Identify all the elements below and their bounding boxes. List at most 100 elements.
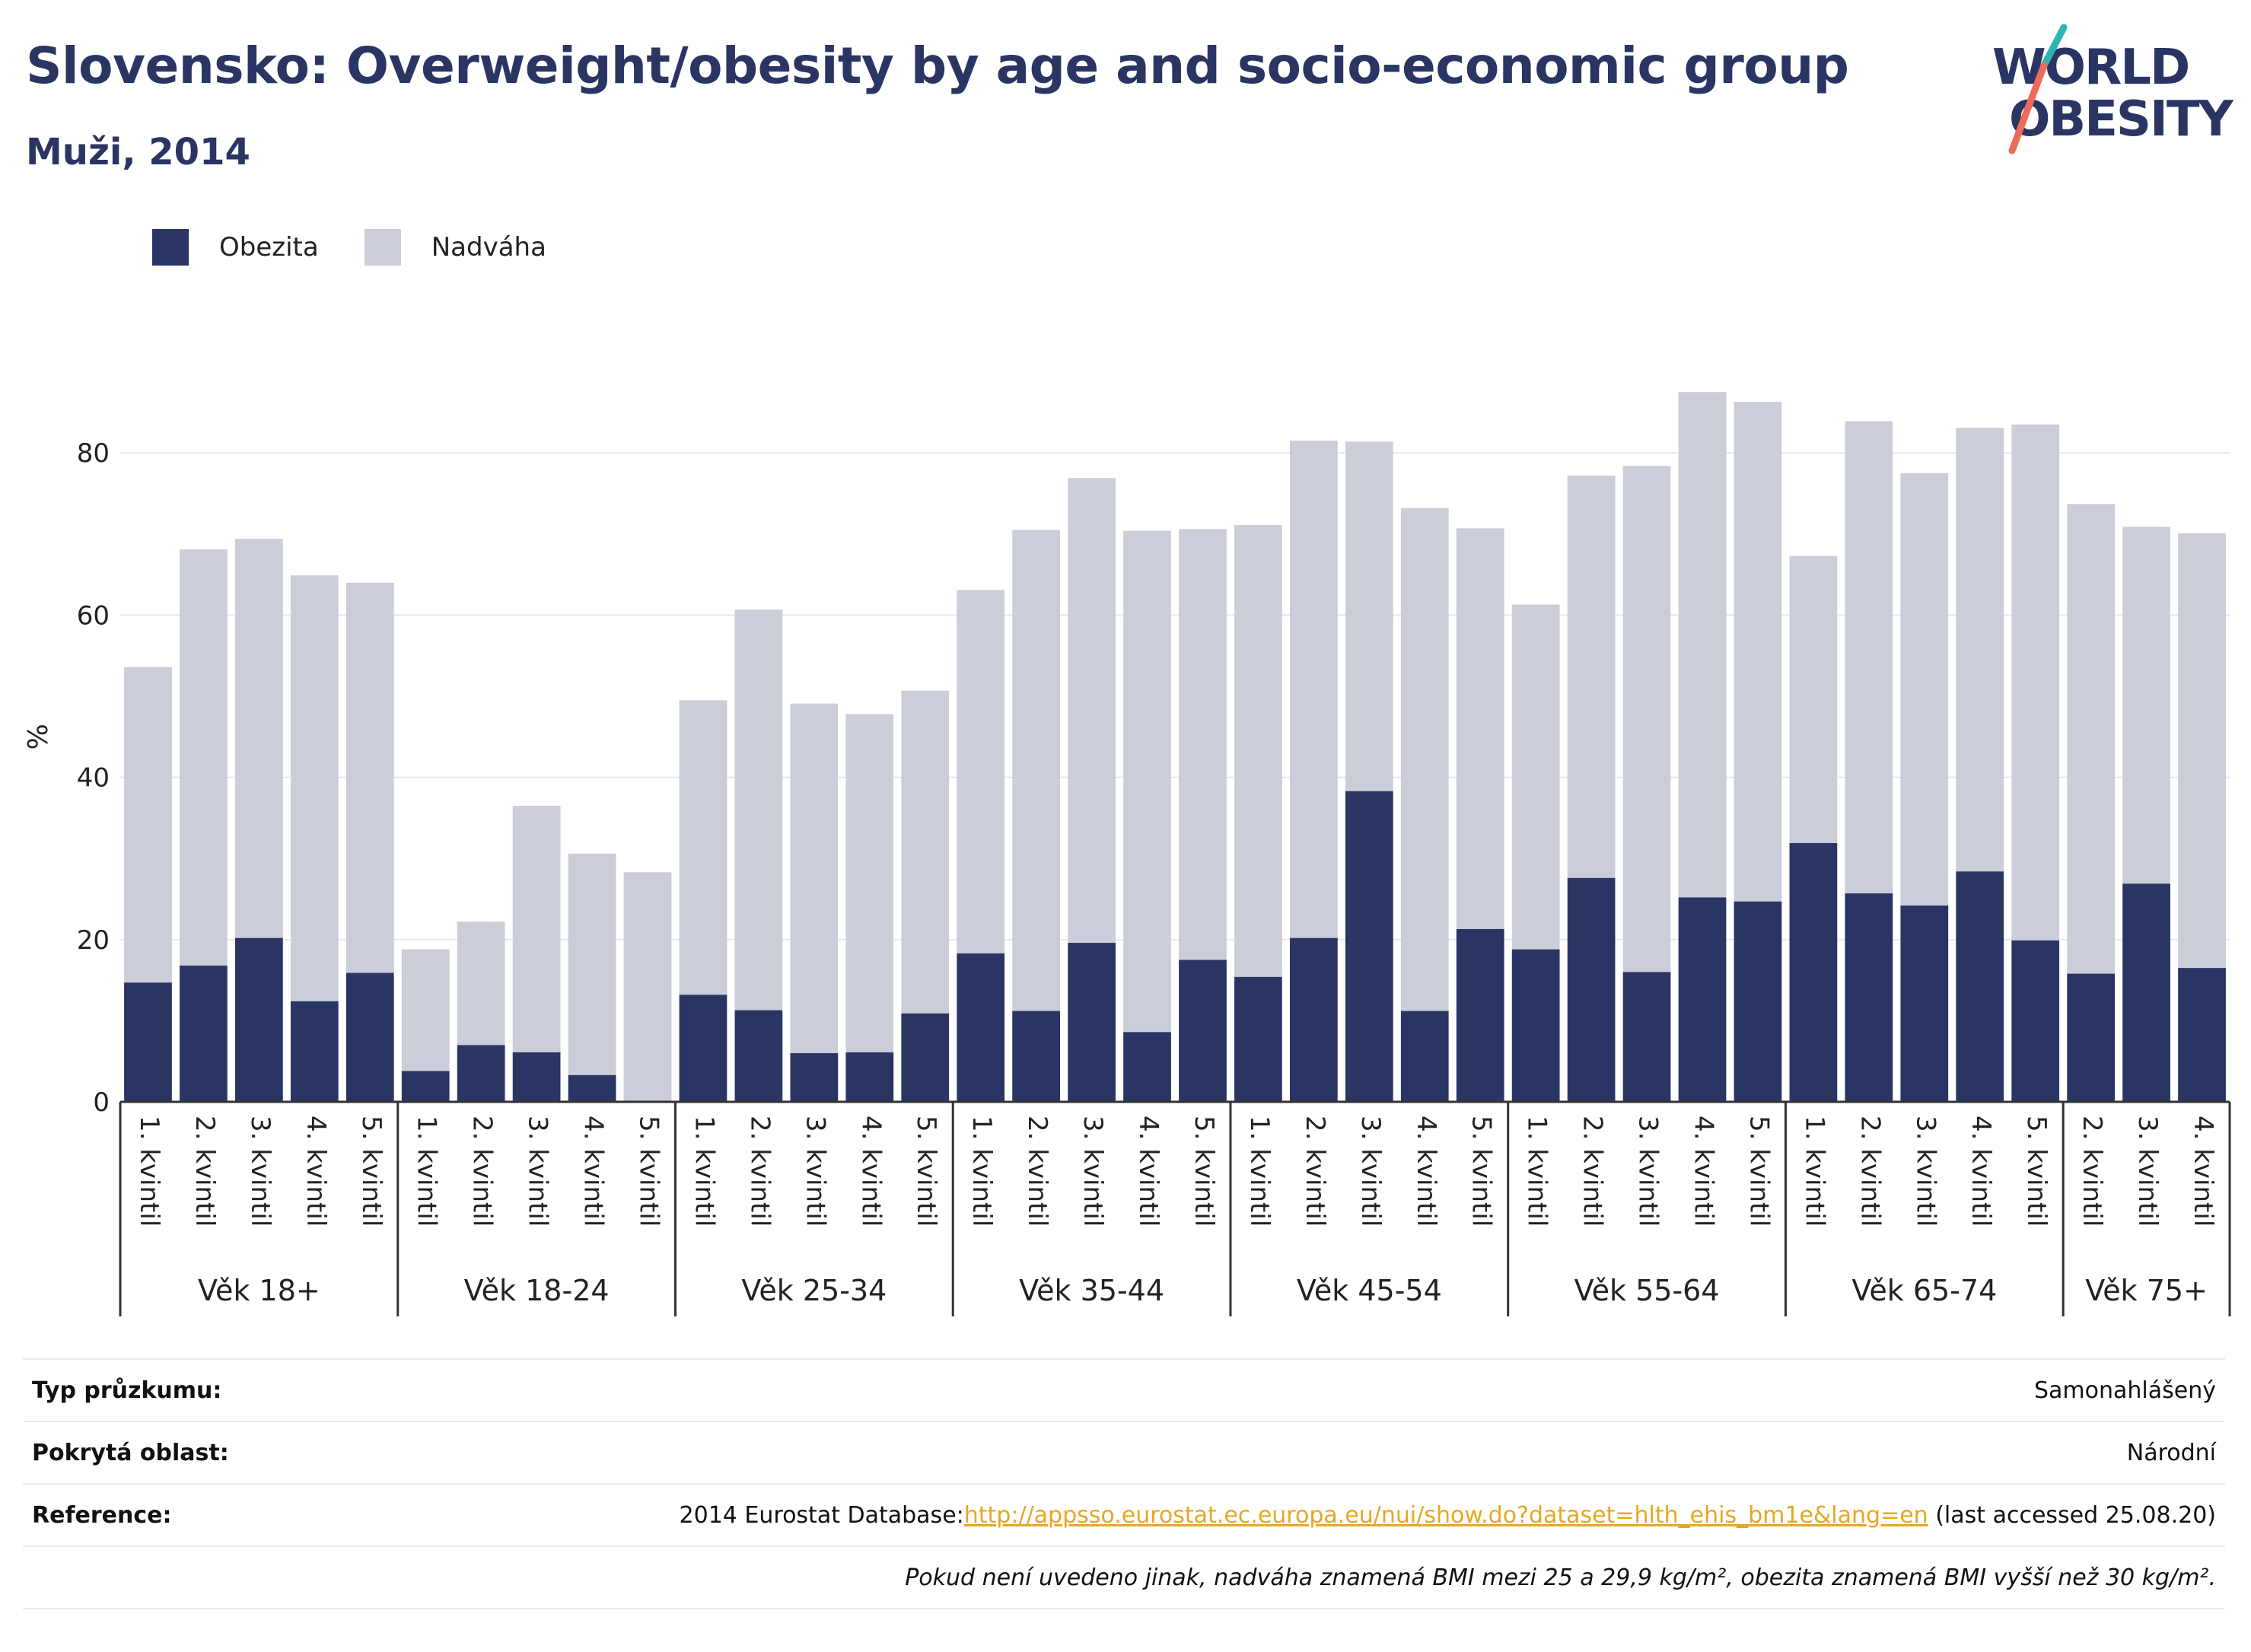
info-row-coverage: Pokrytá oblast: Národní <box>23 1421 2225 1484</box>
x-tick-label: 4. kvintil <box>1966 1116 1996 1227</box>
survey-type-value: Samonahlášený <box>290 1358 2225 1421</box>
y-tick-label: 80 <box>77 438 110 469</box>
group-label: Věk 65-74 <box>1851 1274 1997 1307</box>
bar-obesity <box>1456 928 1504 1102</box>
y-tick-label: 20 <box>77 925 110 956</box>
bar-obesity <box>512 1052 561 1102</box>
group-label: Věk 25-34 <box>741 1274 887 1307</box>
x-tick-label: 4. kvintil <box>578 1116 609 1227</box>
bar-obesity <box>1179 960 1227 1102</box>
legend-swatch-obesity <box>152 229 189 266</box>
legend-item-overweight[interactable]: Nadváha <box>364 229 546 266</box>
x-tick-label: 5. kvintil <box>634 1116 664 1227</box>
bar-obesity <box>124 982 172 1102</box>
bar-overweight <box>2122 527 2170 884</box>
bar-overweight <box>512 805 561 1052</box>
x-tick-label: 2. kvintil <box>189 1116 220 1227</box>
bar-overweight <box>1345 441 1393 791</box>
bar-overweight <box>1956 428 2004 872</box>
bar-obesity <box>845 1052 894 1102</box>
reference-suffix: (last accessed 25.08.20) <box>1928 1501 2216 1529</box>
x-tick-label: 5. kvintil <box>1743 1116 1774 1227</box>
x-tick-label: 5. kvintil <box>2021 1116 2052 1227</box>
info-table: Typ průzkumu: Samonahlášený Pokrytá obla… <box>23 1358 2225 1609</box>
x-tick-label: 1. kvintil <box>1799 1116 1829 1227</box>
bar-overweight <box>1234 525 1282 977</box>
bar-obesity <box>1789 842 1838 1102</box>
chart-legend: Obezita Nadváha <box>152 228 592 266</box>
bar-obesity <box>180 965 228 1102</box>
bar-overweight <box>1400 508 1449 1011</box>
bar-overweight <box>568 853 616 1075</box>
bar-overweight <box>1789 555 1838 843</box>
group-label: Věk 45-54 <box>1297 1274 1442 1307</box>
bar-obesity <box>1345 791 1393 1102</box>
bar-overweight <box>679 700 728 995</box>
bar-overweight <box>124 667 172 983</box>
x-tick-label: 1. kvintil <box>412 1116 442 1227</box>
bar-overweight <box>2011 424 2060 941</box>
x-tick-label: 2. kvintil <box>1022 1116 1052 1227</box>
bar-obesity <box>568 1074 616 1102</box>
bar-overweight <box>180 549 228 966</box>
survey-type-label: Typ průzkumu: <box>23 1358 291 1421</box>
x-tick-label: 4. kvintil <box>1133 1116 1164 1227</box>
bar-obesity <box>1845 893 1893 1102</box>
bar-overweight <box>1456 528 1504 929</box>
bar-overweight <box>401 949 450 1071</box>
logo-line2: OBESITY <box>2009 91 2233 148</box>
bar-obesity <box>1734 901 1782 1102</box>
bar-overweight <box>957 590 1005 953</box>
x-tick-label: 3. kvintil <box>245 1116 275 1227</box>
info-row-survey-type: Typ průzkumu: Samonahlášený <box>23 1358 2225 1421</box>
x-tick-label: 3. kvintil <box>2132 1116 2163 1227</box>
x-tick-label: 3. kvintil <box>800 1116 830 1227</box>
bar-overweight <box>1734 402 1782 902</box>
bar-overweight <box>1845 421 1893 894</box>
bar-obesity <box>734 1010 783 1102</box>
bar-obesity <box>901 1013 950 1102</box>
info-row-reference: Reference: 2014 Eurostat Database:http:/… <box>23 1483 2225 1546</box>
reference-value: 2014 Eurostat Database:http://appsso.eur… <box>290 1483 2225 1546</box>
bar-overweight <box>1678 392 1727 898</box>
bar-obesity <box>2011 940 2060 1102</box>
bar-obesity <box>345 972 394 1102</box>
bar-overweight <box>2067 504 2115 974</box>
bar-obesity <box>1012 1011 1060 1102</box>
bar-obesity <box>2122 883 2170 1102</box>
legend-label-obesity: Obezita <box>219 232 319 263</box>
x-tick-label: 2. kvintil <box>2077 1116 2107 1227</box>
x-tick-label: 3. kvintil <box>523 1116 553 1227</box>
bar-overweight <box>1068 478 1116 944</box>
logo-line1: WORLD <box>1992 40 2189 96</box>
bar-obesity <box>1956 871 2004 1102</box>
group-label: Věk 55-64 <box>1574 1274 1720 1307</box>
bar-overweight <box>901 690 950 1014</box>
x-tick-label: 1. kvintil <box>1244 1116 1275 1227</box>
bmi-note: Pokud není uvedeno jinak, nadváha znamen… <box>23 1545 2225 1609</box>
x-tick-label: 5. kvintil <box>911 1116 941 1227</box>
reference-link[interactable]: http://appsso.eurostat.ec.europa.eu/nui/… <box>963 1501 1928 1529</box>
chart-title: Slovensko: Overweight/obesity by age and… <box>26 37 1849 95</box>
bar-overweight <box>734 609 783 1011</box>
x-tick-label: 4. kvintil <box>1689 1116 1719 1227</box>
bar-obesity <box>957 953 1005 1102</box>
group-label: Věk 18-24 <box>464 1274 610 1307</box>
x-tick-label: 5. kvintil <box>1189 1116 1219 1227</box>
bar-overweight <box>1179 529 1227 960</box>
bar-overweight <box>2178 533 2226 969</box>
legend-item-obesity[interactable]: Obezita <box>152 229 319 266</box>
x-tick-label: 3. kvintil <box>1633 1116 1664 1227</box>
bar-overweight <box>845 714 894 1052</box>
bar-overweight <box>235 539 283 938</box>
bar-obesity <box>401 1071 450 1102</box>
legend-swatch-overweight <box>364 229 401 266</box>
bar-overweight <box>1622 466 1671 972</box>
y-axis-label: % <box>23 724 54 750</box>
y-tick-label: 0 <box>93 1087 110 1118</box>
bar-overweight <box>623 872 672 1102</box>
bar-obesity <box>2067 973 2115 1102</box>
bar-obesity <box>1123 1032 1171 1102</box>
x-tick-label: 4. kvintil <box>855 1116 886 1227</box>
x-tick-label: 4. kvintil <box>1411 1116 1441 1227</box>
